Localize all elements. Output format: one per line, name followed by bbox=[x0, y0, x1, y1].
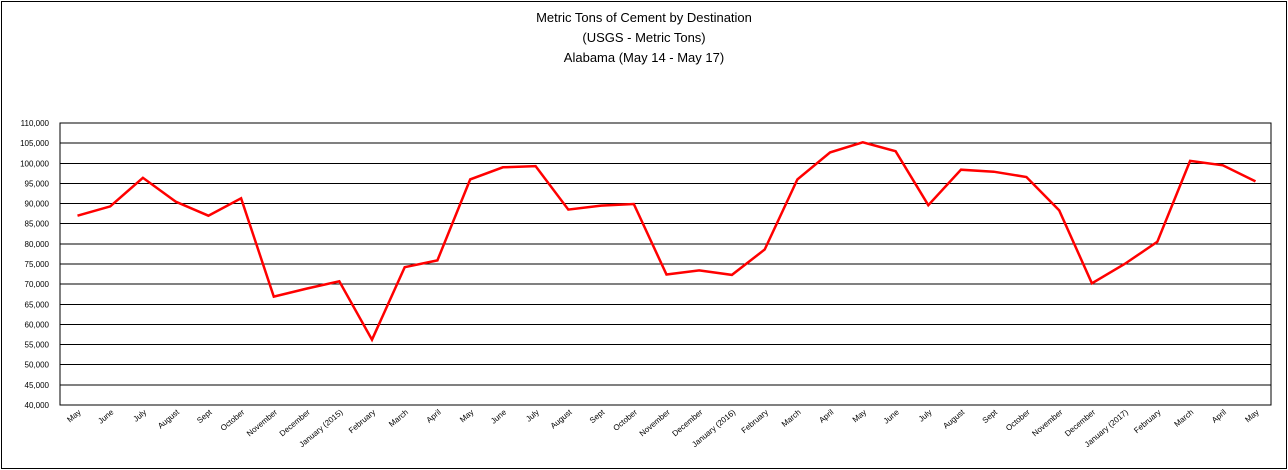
x-tick-label: May bbox=[851, 408, 868, 425]
y-tick-label: 85,000 bbox=[25, 220, 50, 229]
x-tick-label: October bbox=[611, 407, 639, 432]
y-tick-label: 110,000 bbox=[21, 119, 50, 128]
x-tick-label: February bbox=[740, 408, 770, 435]
x-tick-label: February bbox=[1132, 408, 1162, 435]
x-tick-label: March bbox=[387, 408, 410, 429]
x-tick-label: May bbox=[1243, 408, 1260, 425]
chart-subtitle-region: Alabama (May 14 - May 17) bbox=[563, 50, 725, 65]
x-tick-label: May bbox=[458, 408, 475, 425]
series-line bbox=[77, 140, 1257, 343]
x-tick-label: March bbox=[1173, 408, 1196, 429]
x-tick-label: July bbox=[132, 408, 149, 424]
x-tick-label: April bbox=[817, 408, 835, 425]
x-tick-label: May bbox=[65, 408, 82, 425]
y-tick-label: 105,000 bbox=[20, 139, 49, 148]
chart-subtitle: (USGS - Metric Tons) bbox=[582, 30, 706, 45]
y-tick-label: 100,000 bbox=[20, 159, 49, 168]
x-tick-label: July bbox=[524, 408, 541, 424]
y-tick-label: 60,000 bbox=[25, 320, 50, 329]
x-tick-label: August bbox=[156, 407, 181, 430]
x-tick-label: Sept bbox=[981, 407, 1000, 425]
x-tick-label: July bbox=[917, 408, 934, 424]
y-tick-label: 45,000 bbox=[25, 381, 50, 390]
x-tick-label: Sept bbox=[195, 407, 214, 425]
x-tick-label: October bbox=[1004, 407, 1032, 432]
y-tick-label: 70,000 bbox=[25, 280, 50, 289]
x-tick-label: October bbox=[219, 407, 247, 432]
x-tick-label: March bbox=[780, 408, 803, 429]
x-tick-label: August bbox=[549, 407, 574, 430]
y-tick-label: 65,000 bbox=[25, 300, 50, 309]
x-tick-label: November bbox=[245, 407, 279, 438]
x-tick-label: April bbox=[1210, 408, 1228, 425]
x-tick-label: November bbox=[1030, 407, 1064, 438]
chart-title: Metric Tons of Cement by Destination bbox=[536, 10, 752, 25]
y-tick-label: 75,000 bbox=[25, 260, 50, 269]
y-tick-label: 90,000 bbox=[25, 200, 50, 209]
x-tick-label: June bbox=[489, 407, 508, 425]
x-tick-label: August bbox=[941, 407, 966, 430]
y-tick-label: 95,000 bbox=[25, 179, 50, 188]
x-tick-label: June bbox=[882, 407, 901, 425]
x-tick-label: June bbox=[96, 407, 115, 425]
y-tick-label: 80,000 bbox=[25, 240, 50, 249]
x-tick-label: April bbox=[425, 408, 443, 425]
y-tick-label: 50,000 bbox=[25, 361, 50, 370]
y-tick-label: 55,000 bbox=[25, 341, 50, 350]
x-tick-label: Sept bbox=[588, 407, 607, 425]
x-tick-label: February bbox=[347, 408, 377, 435]
x-tick-label: November bbox=[638, 407, 672, 438]
y-tick-label: 40,000 bbox=[25, 401, 50, 410]
plot-area-border bbox=[59, 122, 1272, 406]
